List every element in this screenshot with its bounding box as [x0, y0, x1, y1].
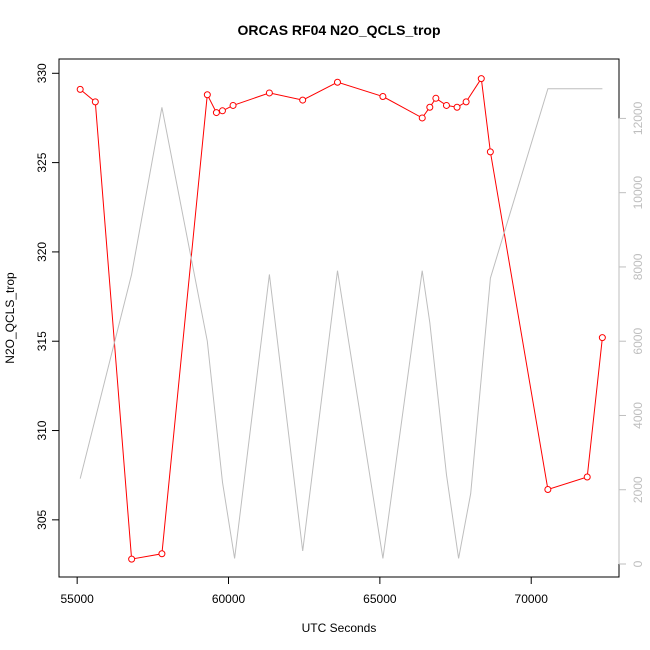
data-point: [583, 473, 591, 481]
y-tick-label: 325: [35, 152, 49, 172]
data-point: [379, 93, 387, 101]
secondary-y-axis: 0 2000 4000 6000 8000 10000 12000: [618, 101, 645, 567]
data-point: [265, 89, 273, 97]
data-point: [432, 94, 440, 102]
y-tick-label: 305: [35, 510, 49, 530]
y-tick-label: 310: [35, 420, 49, 440]
y2-tick-label: 6000: [631, 328, 645, 355]
plot-area-frame: [58, 58, 620, 578]
y-tick-label: 315: [35, 331, 49, 351]
y-tick-label: 330: [35, 63, 49, 83]
data-point: [426, 103, 434, 111]
y2-tick-label: 8000: [631, 253, 645, 280]
primary-series-line: [79, 77, 603, 560]
secondary-series-line: [79, 88, 603, 559]
data-point: [453, 103, 461, 111]
data-point: [91, 98, 99, 106]
data-point: [462, 98, 470, 106]
y-axis-label: N2O_QCLS_trop: [3, 272, 17, 364]
data-point: [418, 114, 426, 122]
data-point: [203, 91, 211, 99]
x-tick-label: 55000: [60, 592, 94, 606]
data-point: [212, 109, 220, 117]
data-point: [158, 550, 166, 558]
x-tick-label: 65000: [363, 592, 397, 606]
data-point: [486, 148, 494, 156]
data-point: [333, 78, 341, 86]
data-point: [442, 101, 450, 109]
data-point: [128, 555, 136, 563]
data-point: [76, 85, 84, 93]
data-point: [477, 75, 485, 83]
x-axis: 55000 60000 65000 70000: [60, 576, 549, 606]
y2-tick-label: 2000: [631, 476, 645, 503]
y2-tick-label: 10000: [631, 176, 645, 210]
data-point: [598, 334, 606, 342]
y2-tick-label: 0: [631, 560, 645, 567]
x-tick-label: 70000: [515, 592, 549, 606]
y2-tick-label: 4000: [631, 402, 645, 429]
y-tick-label: 320: [35, 242, 49, 262]
data-point: [229, 101, 237, 109]
chart-title: ORCAS RF04 N2O_QCLS_trop: [237, 22, 440, 38]
data-point: [218, 107, 226, 115]
x-tick-label: 60000: [212, 592, 246, 606]
y2-tick-label: 12000: [631, 101, 645, 135]
y-axis: 305 310 315 320 325 330: [35, 63, 60, 530]
data-point: [544, 485, 552, 493]
series-layer: [76, 75, 606, 563]
x-axis-label: UTC Seconds: [302, 621, 377, 635]
data-point: [299, 96, 307, 104]
